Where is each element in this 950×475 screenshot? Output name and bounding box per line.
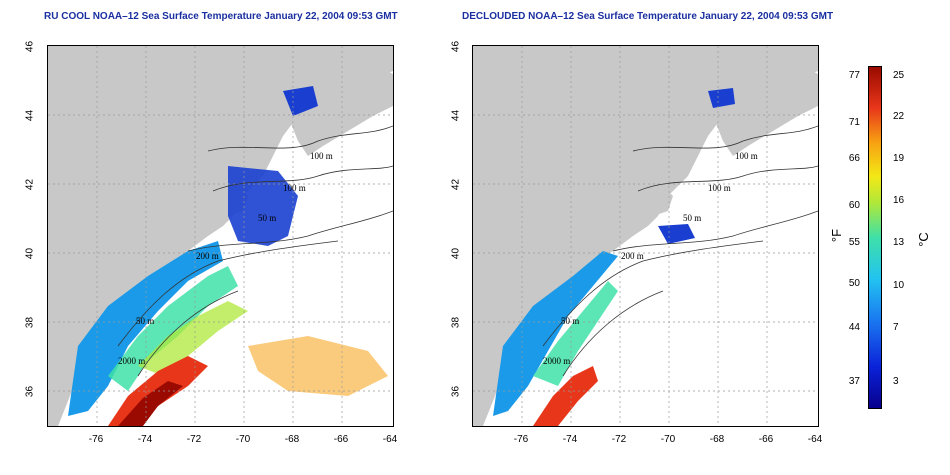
lon-tick-label: -66 bbox=[758, 434, 774, 445]
sst-map-raw-canvas: 100 m 100 m 50 m 200 m 50 m 2000 m bbox=[48, 46, 393, 426]
sst-blue-shelf bbox=[68, 241, 223, 416]
lon-tick-label: -70 bbox=[235, 434, 251, 445]
sst-patch-north bbox=[708, 88, 735, 108]
sst-map-declouded-canvas: 100 m 100 m 50 m 200 m 50 m 2000 m bbox=[473, 46, 818, 426]
contour-label: 50 m bbox=[258, 213, 276, 223]
lon-tick-label: -72 bbox=[611, 434, 627, 445]
lat-tick-label: 42 bbox=[24, 178, 36, 191]
lon-tick-label: -64 bbox=[382, 434, 398, 445]
contour-label: 50 m bbox=[561, 316, 579, 326]
bathymetry-contours bbox=[117, 125, 393, 377]
lat-tick-label: 44 bbox=[24, 109, 36, 122]
sst-teal-band bbox=[108, 266, 238, 391]
contour-label: 200 m bbox=[621, 251, 644, 261]
land-cape-cod bbox=[648, 186, 673, 216]
contour-label: 100 m bbox=[283, 183, 306, 193]
contour-label: 100 m bbox=[735, 151, 758, 161]
sst-warm-eddies bbox=[248, 336, 388, 396]
lat-tick-label: 46 bbox=[450, 40, 462, 53]
lon-tick-label: -64 bbox=[807, 434, 823, 445]
sst-green-band bbox=[138, 301, 248, 376]
sst-gulf-stream bbox=[533, 366, 598, 426]
colorbar-tick-f: 37 bbox=[848, 376, 860, 387]
colorbar-tick-c: 22 bbox=[893, 111, 905, 122]
lon-tick-label: -76 bbox=[513, 434, 529, 445]
lon-tick-label: -66 bbox=[333, 434, 349, 445]
sst-map-raw: 100 m 100 m 50 m 200 m 50 m 2000 m bbox=[47, 45, 394, 427]
lon-tick-label: -68 bbox=[709, 434, 725, 445]
colorbar-tick-f: 77 bbox=[848, 70, 860, 81]
colorbar-tick-f: 55 bbox=[848, 237, 860, 248]
lat-tick-label: 40 bbox=[24, 247, 36, 260]
colorbar-tick-c: 10 bbox=[893, 280, 905, 291]
contour-label: 100 m bbox=[708, 183, 731, 193]
lon-tick-label: -76 bbox=[88, 434, 104, 445]
graticule bbox=[48, 46, 393, 426]
contour-label: 2000 m bbox=[543, 356, 570, 366]
lat-tick-label: 44 bbox=[450, 109, 462, 122]
contour-label: 2000 m bbox=[118, 356, 145, 366]
colorbar-tick-f: 44 bbox=[848, 322, 860, 333]
lat-tick-label: 38 bbox=[24, 316, 36, 329]
lat-tick-label: 36 bbox=[450, 385, 462, 398]
contour-label: 50 m bbox=[136, 316, 154, 326]
colorbar-tick-c: 3 bbox=[893, 376, 899, 387]
temperature-colorbar bbox=[868, 66, 882, 409]
land-nova-scotia bbox=[278, 61, 393, 156]
sst-blue-shelf bbox=[493, 251, 618, 416]
sst-gulf-stream-core bbox=[118, 381, 183, 426]
colorbar-tick-f: 50 bbox=[848, 278, 860, 289]
lon-tick-label: -70 bbox=[660, 434, 676, 445]
lon-tick-label: -68 bbox=[284, 434, 300, 445]
sst-map-declouded: 100 m 100 m 50 m 200 m 50 m 2000 m bbox=[472, 45, 819, 427]
sst-patch-north bbox=[283, 86, 318, 116]
colorbar-tick-f: 71 bbox=[848, 117, 860, 128]
lon-tick-label: -74 bbox=[137, 434, 153, 445]
lat-tick-label: 38 bbox=[450, 316, 462, 329]
contour-label: 50 m bbox=[683, 213, 701, 223]
land-new-england bbox=[473, 46, 818, 426]
contour-label: 100 m bbox=[310, 151, 333, 161]
lat-tick-label: 40 bbox=[450, 247, 462, 260]
map-title-left: RU COOL NOAA–12 Sea Surface Temperature … bbox=[44, 11, 398, 22]
colorbar-tick-c: 7 bbox=[893, 322, 899, 333]
land-new-england bbox=[48, 46, 393, 426]
unit-celsius: °C bbox=[915, 232, 931, 247]
map-title-right: DECLOUDED NOAA–12 Sea Surface Temperatur… bbox=[462, 11, 834, 22]
sst-cold-patch bbox=[658, 224, 695, 244]
colorbar-tick-f: 66 bbox=[848, 153, 860, 164]
land-nova-scotia bbox=[703, 61, 818, 156]
sst-cold-patch-gulf-of-maine bbox=[228, 166, 298, 246]
colorbar-tick-c: 13 bbox=[893, 237, 905, 248]
colorbar-tick-f: 60 bbox=[848, 200, 860, 211]
lat-tick-label: 42 bbox=[450, 178, 462, 191]
lat-tick-label: 36 bbox=[24, 385, 36, 398]
lat-tick-label: 46 bbox=[24, 40, 36, 53]
colorbar-tick-c: 19 bbox=[893, 153, 905, 164]
lon-tick-label: -72 bbox=[186, 434, 202, 445]
colorbar-tick-c: 25 bbox=[893, 70, 905, 81]
sst-teal-band bbox=[533, 281, 618, 386]
lon-tick-label: -74 bbox=[562, 434, 578, 445]
contour-label: 200 m bbox=[196, 251, 219, 261]
bathymetry-contours bbox=[542, 125, 818, 377]
graticule bbox=[473, 46, 818, 426]
colorbar-tick-c: 16 bbox=[893, 195, 905, 206]
